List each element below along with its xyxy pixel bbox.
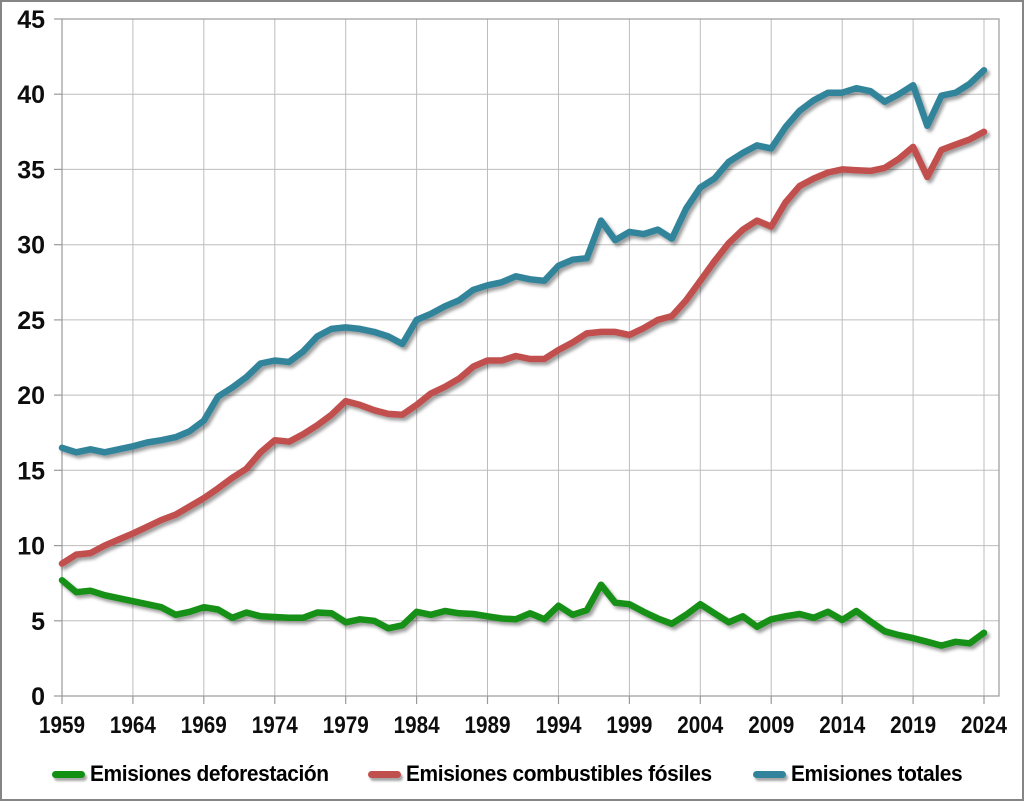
legend-label-combustibles-fosiles: Emisiones combustibles fósiles (405, 761, 712, 786)
x-tick-label: 1999 (606, 712, 652, 739)
x-tick-label: 1959 (39, 712, 85, 739)
y-tick-label: 40 (17, 81, 45, 109)
y-tick-label: 10 (17, 533, 45, 561)
y-tick-label: 20 (17, 382, 45, 410)
y-tick-label: 25 (17, 307, 45, 335)
legend-label-deforestacion: Emisiones deforestación (90, 761, 330, 786)
x-tick-label: 2004 (677, 712, 724, 739)
legend-label-totales: Emisiones totales (791, 761, 963, 786)
x-tick-label: 1969 (181, 712, 227, 739)
legend-swatch-deforestacion-icon (52, 770, 86, 778)
plot-area-border (61, 18, 1000, 697)
legend-item-totales: Emisiones totales (753, 761, 971, 787)
legend-item-combustibles-fosiles: Emisiones combustibles fósiles (367, 761, 728, 787)
y-tick-label: 15 (17, 457, 45, 485)
x-tick-label: 2014 (819, 712, 866, 739)
x-tick-label: 2024 (961, 712, 1008, 739)
x-tick-label: 2009 (748, 712, 794, 739)
x-tick-label: 1984 (394, 712, 441, 739)
emissions-plot: 0 5 10 15 20 25 30 35 40 45 1959 1964 1969 1974 1979 19… (17, 6, 1007, 739)
legend-swatch-totales-icon (753, 770, 787, 778)
y-tick-label: 0 (31, 683, 45, 711)
x-tick-label: 1989 (465, 712, 511, 739)
axis-labels: 0 5 10 15 20 25 30 35 40 45 1959 1964 1969 1974 1979 19… (17, 6, 1007, 739)
y-tick-label: 35 (17, 156, 45, 184)
y-tick-label: 45 (17, 6, 45, 34)
series-line-emisiones-deforestacion (58, 576, 988, 649)
axis-ticks (54, 18, 985, 704)
y-tick-label: 5 (31, 608, 45, 636)
x-tick-label: 1979 (323, 712, 369, 739)
legend: Emisiones deforestación Emisiones combus… (2, 752, 1022, 796)
y-tick-label: 30 (17, 232, 45, 260)
plot-border (61, 18, 1000, 697)
series-line-emisiones-combustibles-fosiles (58, 128, 988, 567)
legend-swatch-combustibles-fosiles-icon (367, 770, 401, 778)
series-line-emisiones-totales (58, 66, 988, 456)
x-tick-label: 2019 (890, 712, 936, 739)
x-tick-label: 1974 (252, 712, 299, 739)
x-tick-label: 1994 (536, 712, 583, 739)
series-lines (58, 66, 988, 649)
legend-item-deforestacion: Emisiones deforestación (52, 761, 341, 787)
x-tick-label: 1964 (110, 712, 157, 739)
